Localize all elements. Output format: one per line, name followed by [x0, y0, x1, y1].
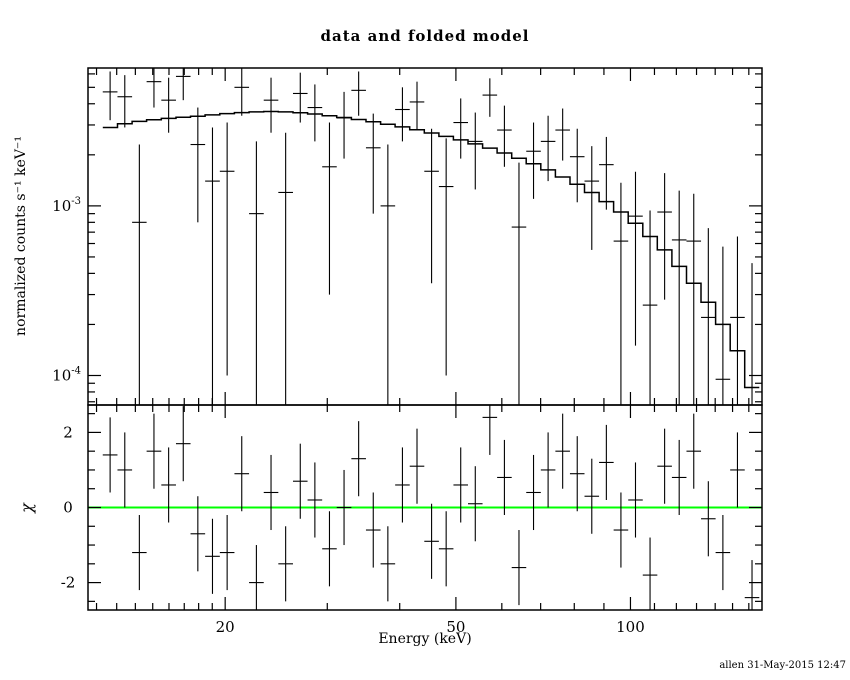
- tick-label: 2: [63, 423, 73, 441]
- plot-credit: allen 31-May-2015 12:47: [719, 660, 846, 671]
- x-axis-label: Energy (keV): [378, 631, 471, 647]
- spectrum-y-axis-label: normalized counts s⁻¹ keV⁻¹: [13, 136, 29, 336]
- tick-label: 100: [616, 618, 645, 636]
- folded-model-line: [102, 110, 760, 389]
- tick-label: 50: [446, 618, 465, 636]
- plot-title: data and folded model: [321, 27, 530, 45]
- spectrum-data-group: [102, 68, 760, 405]
- tick-label: -2: [61, 574, 76, 592]
- chart-layer: 20 50 100 10-3 10-4 -2 0 2: [52, 67, 763, 636]
- tick-label: 20: [216, 618, 235, 636]
- residuals-data-group: [102, 405, 760, 610]
- y-tick-label: 10-3: [52, 196, 81, 215]
- tick-label: 0: [63, 499, 73, 517]
- axes-group: 20 50 100 10-3 10-4 -2 0 2: [52, 67, 763, 636]
- y-tick-label: 10-4: [52, 365, 81, 384]
- spectrum-panel-frame: [87, 67, 763, 406]
- residuals-y-axis-label: χ: [17, 502, 36, 514]
